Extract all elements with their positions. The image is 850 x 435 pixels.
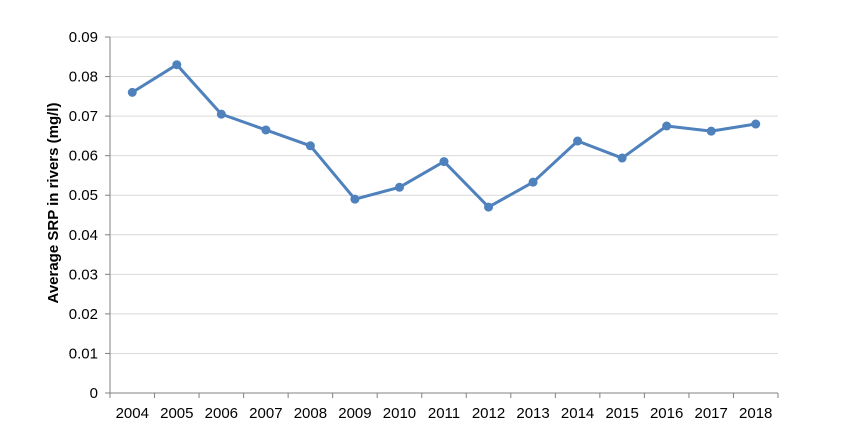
y-tick-label-0: 0 [90,385,98,402]
data-point-2015 [617,153,627,163]
x-tick-label-2013: 2013 [516,405,549,422]
x-tick-labels: 2004 2005 2006 2007 2008 2009 2010 2011 2012 2013… [116,405,773,422]
y-tick-label-2: 0.02 [69,306,98,323]
x-tick-label-2005: 2005 [160,405,193,422]
x-tick-label-2015: 2015 [605,405,638,422]
data-series [127,60,761,212]
y-tick-label-4: 0.04 [69,227,98,244]
data-point-2018 [751,119,761,129]
x-tick-label-2012: 2012 [472,405,505,422]
gridlines [110,36,778,354]
data-point-2017 [706,126,716,136]
series-line-0 [131,63,756,209]
y-tick-label-9: 0.09 [69,29,98,46]
y-tick-label-3: 0.03 [69,266,98,283]
data-point-2004 [127,87,137,97]
x-tick-label-2004: 2004 [116,405,149,422]
data-point-2006 [216,109,226,119]
x-tick-label-2016: 2016 [650,405,683,422]
y-tick-label-7: 0.07 [69,108,98,125]
x-tick-label-2008: 2008 [294,405,327,422]
data-point-2010 [394,182,404,192]
data-point-2013 [528,177,538,187]
x-tick-label-2007: 2007 [249,405,282,422]
y-axis-title: Average SRP in rivers (mg/l) [45,103,62,304]
data-point-2014 [573,136,583,146]
data-point-2012 [484,202,494,212]
data-point-2007 [261,125,271,135]
y-tick-label-6: 0.06 [69,148,98,165]
x-tick-label-2010: 2010 [383,405,416,422]
data-point-2011 [439,157,449,167]
y-tick-labels: 0 0.01 0.02 0.03 0.04 0.05 0.06 0.07 0.08 0.09 [69,29,98,402]
data-point-2008 [305,141,315,151]
x-tick-label-2018: 2018 [739,405,772,422]
y-tick-label-5: 0.05 [69,187,98,204]
x-tick-label-2006: 2006 [205,405,238,422]
y-tick-label-8: 0.08 [69,69,98,86]
axes [105,36,779,398]
x-tick-label-2011: 2011 [428,405,460,422]
data-point-2009 [350,194,360,204]
x-tick-label-2014: 2014 [561,405,594,422]
data-point-2005 [172,60,182,70]
x-tick-label-2009: 2009 [338,405,371,422]
data-point-2016 [662,121,672,131]
x-tick-label-2017: 2017 [695,405,728,422]
y-tick-label-1: 0.01 [69,345,98,362]
